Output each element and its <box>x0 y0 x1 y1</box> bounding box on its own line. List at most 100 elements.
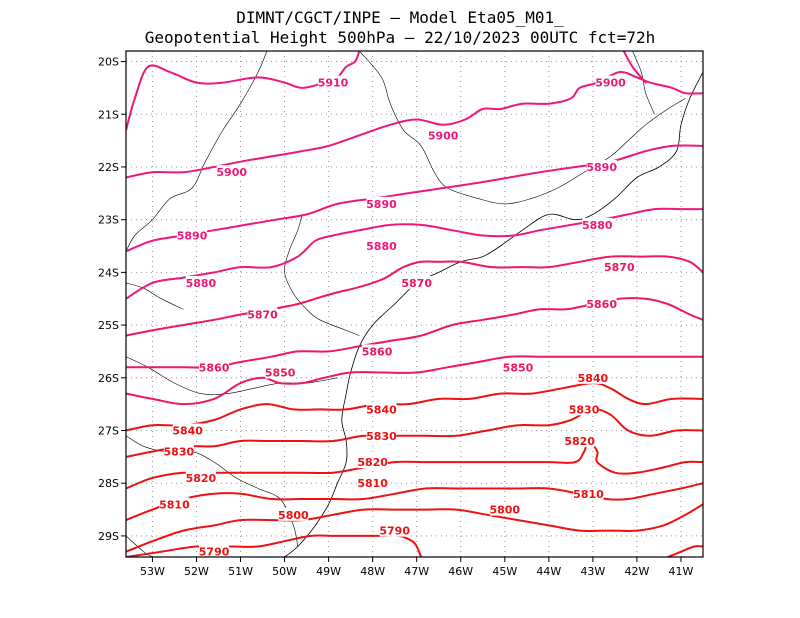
x-tick-label: 48W <box>360 565 385 578</box>
contour-label: 5890 <box>366 198 397 211</box>
coastline <box>284 71 703 557</box>
contour-5810 <box>126 482 703 522</box>
contour-label-bg <box>573 486 604 500</box>
plot-frame <box>125 50 704 558</box>
y-tick-label: 27S <box>98 425 119 438</box>
chart-title-line1: DIMNT/CGCT/INPE – Model Eta05_M01_ <box>236 8 564 27</box>
contour-5880 <box>126 207 703 300</box>
contour-label-bg <box>564 434 595 448</box>
contour-5910 <box>126 51 361 132</box>
contour-label: 5850 <box>265 367 296 380</box>
x-tick-label: 42W <box>624 565 649 578</box>
contour-label-bg <box>428 128 459 142</box>
contour-label-bg <box>247 307 278 321</box>
x-tick-label: 52W <box>184 565 209 578</box>
contour-label-bg <box>366 239 397 253</box>
contour-label-bg <box>362 344 393 358</box>
x-tick-label: 53W <box>140 565 165 578</box>
state-border <box>632 51 655 115</box>
x-tick-label: 50W <box>272 565 297 578</box>
state-border <box>359 51 686 205</box>
y-tick-label: 21S <box>98 108 119 121</box>
contour-label-bg <box>318 75 349 89</box>
x-tick-label: 47W <box>404 565 429 578</box>
contour-label: 5860 <box>199 361 230 374</box>
state-border <box>126 535 153 557</box>
contour-label: 5900 <box>216 166 247 179</box>
state-border <box>126 51 268 252</box>
contour-label: 5880 <box>582 219 613 232</box>
x-tick-label: 45W <box>492 565 517 578</box>
contour-label: 5890 <box>177 229 208 242</box>
contour-label-bg <box>366 402 397 416</box>
contour-label: 5800 <box>278 509 309 522</box>
contour-label: 5790 <box>199 546 230 559</box>
y-tick-label: 24S <box>98 266 119 279</box>
contour-5790 <box>666 545 703 557</box>
contour-label-bg <box>489 502 520 516</box>
contour-label: 5870 <box>401 277 432 290</box>
y-tick-label: 26S <box>98 372 119 385</box>
contour-5900 <box>622 51 647 84</box>
contour-label-bg <box>379 523 410 537</box>
contour-label: 5860 <box>362 345 393 358</box>
contour-label: 5820 <box>564 435 595 448</box>
y-tick-label: 28S <box>98 477 119 490</box>
contour-label-bg <box>216 165 247 179</box>
contour-label-bg <box>199 544 230 558</box>
contour-label: 5870 <box>604 261 635 274</box>
x-tick-label: 43W <box>580 565 605 578</box>
contour-label: 5800 <box>489 504 520 517</box>
contour-label-bg <box>577 370 608 384</box>
contour-label-bg <box>401 275 432 289</box>
contour-label: 5900 <box>428 129 459 142</box>
contour-label-bg <box>278 507 309 521</box>
contour-5790 <box>126 534 423 557</box>
x-axis-ticks: 53W 52W 51W 50W 49W 48W 47W 46W 45W 44W 43W 42W 41W <box>140 557 694 578</box>
y-tick-label: 29S <box>98 530 119 543</box>
state-border <box>126 282 184 310</box>
contour-label: 5840 <box>172 425 203 438</box>
chart-title-line2: Geopotential Height 500hPa – 22/10/2023 … <box>144 28 656 47</box>
contour-label-bg <box>595 75 626 89</box>
contour-label: 5880 <box>366 240 397 253</box>
contour-label-bg <box>366 428 397 442</box>
x-tick-label: 49W <box>316 565 341 578</box>
contour-label: 5810 <box>357 477 388 490</box>
contour-label: 5790 <box>379 525 410 538</box>
x-tick-label: 51W <box>228 565 253 578</box>
contour-label-bg <box>177 228 208 242</box>
contour-label: 5890 <box>586 161 617 174</box>
x-tick-label: 44W <box>536 565 561 578</box>
contour-label-bg <box>366 196 397 210</box>
y-tick-label: 23S <box>98 214 119 227</box>
contour-5850 <box>126 355 703 406</box>
contour-5840 <box>126 382 703 432</box>
contour-label: 5830 <box>569 403 600 416</box>
state-border <box>284 214 360 336</box>
contour-label-bg <box>185 275 216 289</box>
contour-label: 5820 <box>186 472 217 485</box>
contour-label-bg <box>159 497 190 511</box>
y-tick-label: 22S <box>98 161 119 174</box>
x-tick-label: 41W <box>669 565 694 578</box>
contour-label-bg <box>604 260 635 274</box>
contour-label: 5820 <box>357 456 388 469</box>
contour-label: 5810 <box>159 498 190 511</box>
contour-label-bg <box>265 365 296 379</box>
x-tick-label: 46W <box>448 565 473 578</box>
contour-label: 5840 <box>366 403 397 416</box>
contour-5900 <box>126 70 703 179</box>
contour-label: 5830 <box>164 446 195 459</box>
contour-labels: 5910 5900 5900 5900 5890 5890 5890 5880 5880 5880… <box>159 75 635 559</box>
contour-label: 5850 <box>503 361 534 374</box>
contour-label: 5910 <box>318 77 349 90</box>
contour-label: 5830 <box>366 430 397 443</box>
y-tick-label: 20S <box>98 56 119 69</box>
contour-label: 5860 <box>586 298 617 311</box>
contour-label-bg <box>163 444 194 458</box>
contour-label-bg <box>586 159 617 173</box>
y-tick-label: 25S <box>98 319 119 332</box>
y-axis-ticks: 20S 21S 22S 23S 24S 25S 26S 27S 28S 29S <box>98 56 126 543</box>
